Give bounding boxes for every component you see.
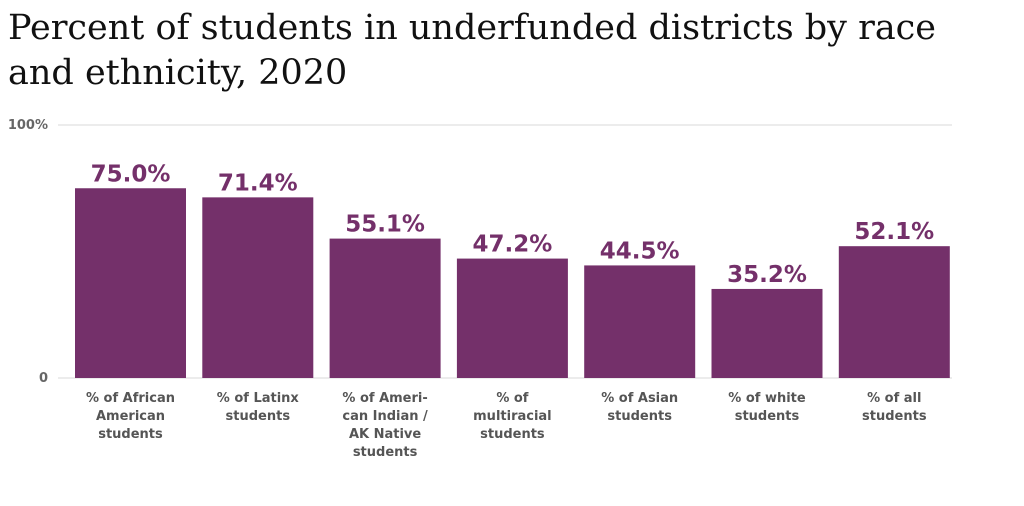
bar <box>584 265 696 378</box>
data-label: 52.1% <box>854 219 934 245</box>
category-label-line: % of Latinx <box>217 391 300 406</box>
category-labels: % of African American students % of Latinx s… <box>86 391 927 460</box>
bar <box>838 246 950 378</box>
y-tick-label: 0 <box>39 371 48 386</box>
category-label-line: can Indian / <box>342 409 428 424</box>
category-label-line: students <box>98 427 163 442</box>
category-label-line: AK Native <box>349 427 421 442</box>
category-label-line: students <box>862 409 927 424</box>
category-label-line: multiracial <box>473 409 552 424</box>
data-label: 35.2% <box>727 262 807 288</box>
data-label: 55.1% <box>345 212 425 238</box>
bar <box>456 258 568 378</box>
category-label-line: % of Asian <box>601 391 678 406</box>
category-label-line: % of African <box>86 391 175 406</box>
category-label-line: students <box>735 409 800 424</box>
y-tick-label: 100% <box>8 118 48 133</box>
category-label-line: % of white <box>728 391 806 406</box>
bar <box>75 188 186 378</box>
category-label-line: % of Ameri- <box>342 391 427 406</box>
bar <box>202 197 314 378</box>
bar <box>711 288 823 378</box>
bars <box>75 188 950 378</box>
category-label-line: % of all <box>867 391 921 406</box>
y-axis-ticks: 0 100% <box>8 118 48 386</box>
category-label: % of Asian students <box>601 391 678 424</box>
category-label-line: students <box>607 409 672 424</box>
data-label: 75.0% <box>91 161 171 187</box>
category-label: % of Latinx students <box>217 391 300 424</box>
data-label: 71.4% <box>218 170 298 196</box>
category-label: % of multiracial students <box>473 391 552 442</box>
data-label: 44.5% <box>600 238 680 264</box>
bar <box>329 238 441 378</box>
category-label-line: American <box>96 409 165 424</box>
category-label: % of all students <box>862 391 927 424</box>
category-label: % of Ameri-can Indian / AK Native students <box>342 391 428 460</box>
category-label-line: % of <box>496 391 528 406</box>
category-label: % of African American students <box>86 391 175 442</box>
category-label-line: students <box>226 409 291 424</box>
data-label: 47.2% <box>473 232 553 258</box>
chart-title: Percent of students in underfunded distr… <box>8 8 936 93</box>
category-label-line: students <box>480 427 545 442</box>
data-labels: 75.0% 71.4% 55.1% 47.2% 44.5% 35.2% 52.1% <box>91 161 935 288</box>
category-label: % of white students <box>728 391 806 424</box>
category-label-line: students <box>353 445 418 460</box>
